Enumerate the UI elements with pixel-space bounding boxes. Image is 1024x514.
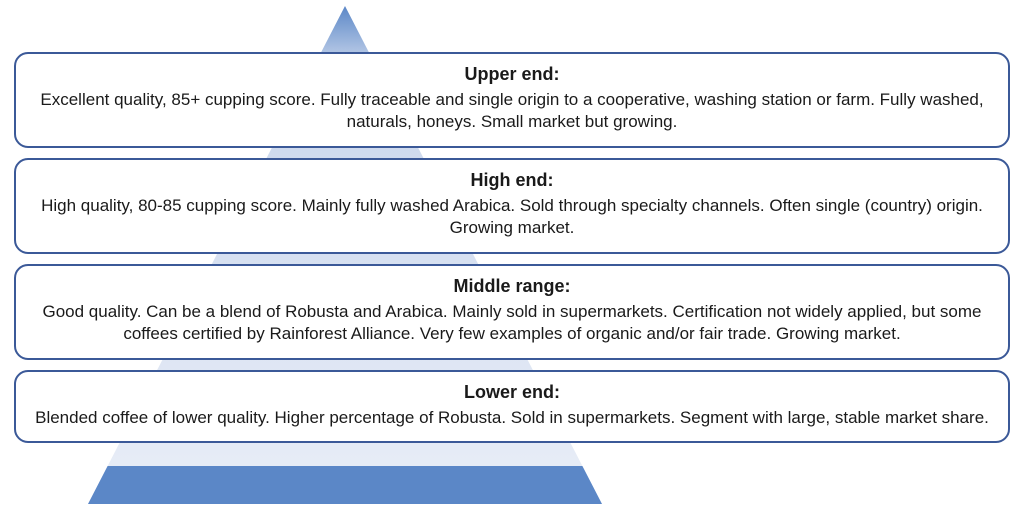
tier-cards: Upper end: Excellent quality, 85+ cuppin… <box>14 52 1010 443</box>
tier-title: High end: <box>34 170 990 191</box>
tier-desc: Blended coffee of lower quality. Higher … <box>34 407 990 429</box>
tier-card-middle-range: Middle range: Good quality. Can be a ble… <box>14 264 1010 360</box>
tier-card-lower-end: Lower end: Blended coffee of lower quali… <box>14 370 1010 443</box>
tier-desc: Excellent quality, 85+ cupping score. Fu… <box>34 89 990 134</box>
tier-title: Upper end: <box>34 64 990 85</box>
tier-title: Middle range: <box>34 276 990 297</box>
tier-card-high-end: High end: High quality, 80-85 cupping sc… <box>14 158 1010 254</box>
tier-desc: Good quality. Can be a blend of Robusta … <box>34 301 990 346</box>
tier-card-upper-end: Upper end: Excellent quality, 85+ cuppin… <box>14 52 1010 148</box>
tier-desc: High quality, 80-85 cupping score. Mainl… <box>34 195 990 240</box>
tier-title: Lower end: <box>34 382 990 403</box>
